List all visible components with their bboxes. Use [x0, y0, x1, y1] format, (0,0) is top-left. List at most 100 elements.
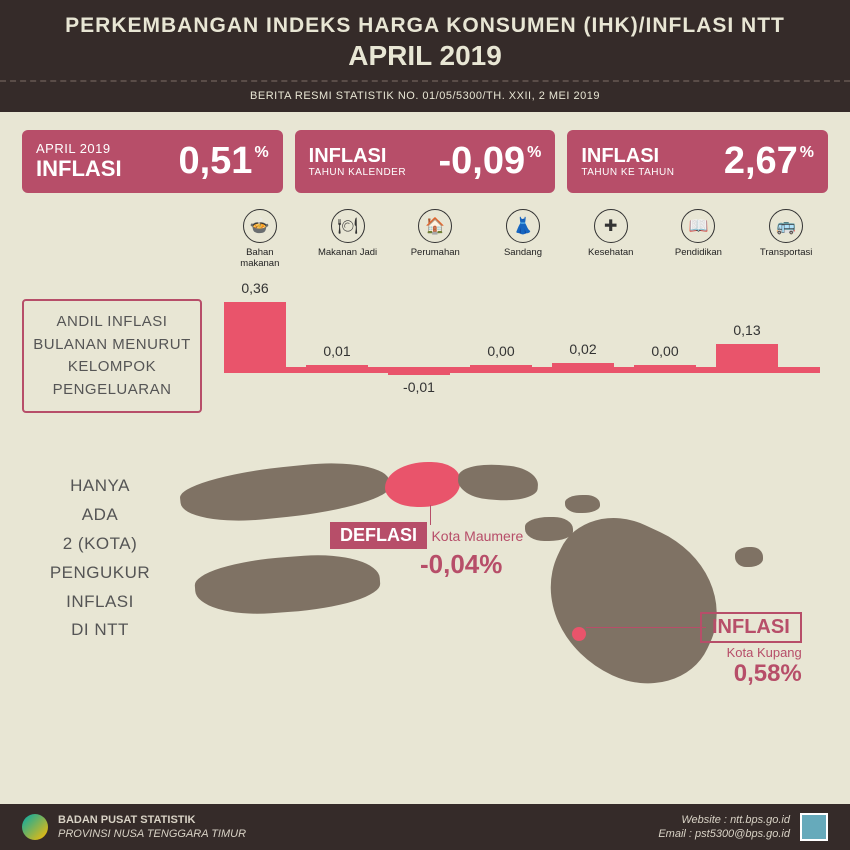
category-label: Sandang: [493, 247, 553, 258]
inflasi-city: Kota Kupang: [700, 645, 802, 660]
category-icon-0: 🍲 Bahan makanan: [230, 209, 290, 269]
bar-value-label: 0,36: [224, 280, 286, 296]
category-glyph-icon: 🚌: [769, 209, 803, 243]
card-inflasi-yoy: INFLASI TAHUN KE TAHUN 2,67 %: [567, 130, 828, 193]
card-big: INFLASI: [581, 145, 674, 167]
bar-rect: [224, 302, 286, 367]
card-inflasi-cal: INFLASI TAHUN KALENDER -0,09 %: [295, 130, 556, 193]
island-maumere-highlight: [385, 462, 460, 507]
bar-5: 0,00: [634, 277, 696, 427]
bar-value-label: 0,00: [470, 343, 532, 359]
category-glyph-icon: 🍲: [243, 209, 277, 243]
category-label: Kesehatan: [581, 247, 641, 258]
map-section: HANYAADA2 (KOTA)PENGUKURINFLASIDI NTT DE…: [0, 427, 850, 767]
inflasi-label: INFLASI Kota Kupang 0,58%: [700, 612, 802, 688]
map-note-line: INFLASI: [40, 588, 160, 617]
bar-rect: [716, 344, 778, 367]
summary-cards: APRIL 2019 INFLASI 0,51 % INFLASI TAHUN …: [0, 112, 850, 203]
card-inflasi-month: APRIL 2019 INFLASI 0,51 %: [22, 130, 283, 193]
bar-rect: [634, 365, 696, 367]
card-small: TAHUN KALENDER: [309, 167, 406, 178]
inflation-bar-chart: 0,36 0,01 -0,01 0,00 0,02 0,00 0,13: [224, 277, 820, 427]
category-icon-4: ✚ Kesehatan: [581, 209, 641, 269]
bps-logo-icon: [22, 814, 48, 840]
category-icon-6: 🚌 Transportasi: [756, 209, 816, 269]
category-label: Makanan Jadi: [318, 247, 378, 258]
contact-block: Website : ntt.bps.go.id Email : pst5300@…: [658, 813, 790, 842]
card-value: 0,51: [178, 140, 252, 183]
map-note-line: PENGUKUR: [40, 559, 160, 588]
category-glyph-icon: 🏠: [418, 209, 452, 243]
org-province: PROVINSI NUSA TENGGARA TIMUR: [58, 827, 246, 841]
deflasi-tag: DEFLASI: [330, 522, 427, 549]
card-small: TAHUN KE TAHUN: [581, 167, 674, 178]
deflasi-label: DEFLASI Kota Maumere -0,04%: [330, 522, 523, 580]
category-icon-2: 🏠 Perumahan: [405, 209, 465, 269]
bar-value-label: 0,13: [716, 322, 778, 338]
island-kupang-dot: [572, 627, 586, 641]
bar-6: 0,13: [716, 277, 778, 427]
deflasi-value: -0,04%: [420, 549, 502, 579]
qr-icon: [800, 813, 828, 841]
card-value: -0,09: [438, 140, 525, 183]
category-icon-5: 📖 Pendidikan: [669, 209, 729, 269]
bar-4: 0,02: [552, 277, 614, 427]
category-glyph-icon: 🍽: [331, 209, 365, 243]
inflasi-value: 0,58%: [700, 660, 802, 688]
bar-value-label: 0,01: [306, 343, 368, 359]
category-label: Perumahan: [405, 247, 465, 258]
bar-value-label: 0,02: [552, 341, 614, 357]
card-pct: %: [527, 144, 541, 162]
category-glyph-icon: 👗: [506, 209, 540, 243]
card-pct: %: [800, 144, 814, 162]
category-label: Transportasi: [756, 247, 816, 258]
bar-rect: [470, 365, 532, 367]
card-small: APRIL 2019: [36, 142, 122, 156]
map-note-line: 2 (KOTA): [40, 530, 160, 559]
card-value: 2,67: [724, 140, 798, 183]
chart-title: ANDIL INFLASI BULANAN MENURUT KELOMPOK P…: [33, 313, 191, 398]
category-icons-row: 🍲 Bahan makanan 🍽 Makanan Jadi 🏠 Perumahan 👗 Sa…: [0, 203, 850, 269]
bar-value-label: -0,01: [388, 379, 450, 395]
island-small-1: [525, 517, 573, 541]
deflasi-city: Kota Maumere: [431, 528, 523, 544]
email-label: Email :: [658, 828, 692, 840]
map-note-line: ADA: [40, 501, 160, 530]
category-glyph-icon: 📖: [681, 209, 715, 243]
bar-rect: [306, 365, 368, 367]
island-small-3: [735, 547, 763, 567]
card-big: INFLASI: [309, 145, 406, 167]
bar-value-label: 0,00: [634, 343, 696, 359]
subtitle: BERITA RESMI STATISTIK NO. 01/05/5300/TH…: [0, 82, 850, 112]
bar-3: 0,00: [470, 277, 532, 427]
header: PERKEMBANGAN INDEKS HARGA KONSUMEN (IHK)…: [0, 0, 850, 82]
org-name: BADAN PUSAT STATISTIK: [58, 813, 246, 827]
map-note-line: HANYA: [40, 472, 160, 501]
org-block: BADAN PUSAT STATISTIK PROVINSI NUSA TENG…: [58, 813, 246, 842]
card-pct: %: [254, 144, 268, 162]
card-big: INFLASI: [36, 157, 122, 181]
chart-title-box: ANDIL INFLASI BULANAN MENURUT KELOMPOK P…: [22, 299, 202, 413]
website-label: Website :: [681, 814, 727, 826]
email-value: pst5300@bps.go.id: [695, 828, 790, 840]
footer: BADAN PUSAT STATISTIK PROVINSI NUSA TENG…: [0, 804, 850, 850]
inflasi-tag: INFLASI: [700, 612, 802, 643]
chart-area: ANDIL INFLASI BULANAN MENURUT KELOMPOK P…: [0, 269, 850, 427]
bar-1: 0,01: [306, 277, 368, 427]
island-small-2: [565, 495, 600, 513]
bar-rect: [388, 373, 450, 375]
category-icon-1: 🍽 Makanan Jadi: [318, 209, 378, 269]
island-flores-east: [457, 462, 539, 502]
map-note-line: DI NTT: [40, 616, 160, 645]
map-note: HANYAADA2 (KOTA)PENGUKURINFLASIDI NTT: [40, 472, 160, 645]
category-icon-3: 👗 Sandang: [493, 209, 553, 269]
bar-0: 0,36: [224, 277, 286, 427]
category-glyph-icon: ✚: [594, 209, 628, 243]
pointer-kupang: [586, 627, 706, 628]
website-value: ntt.bps.go.id: [730, 814, 790, 826]
bar-2: -0,01: [388, 277, 450, 427]
page-title-line2: APRIL 2019: [10, 40, 840, 72]
page-title-line1: PERKEMBANGAN INDEKS HARGA KONSUMEN (IHK)…: [10, 14, 840, 38]
category-label: Bahan makanan: [230, 247, 290, 269]
category-label: Pendidikan: [669, 247, 729, 258]
